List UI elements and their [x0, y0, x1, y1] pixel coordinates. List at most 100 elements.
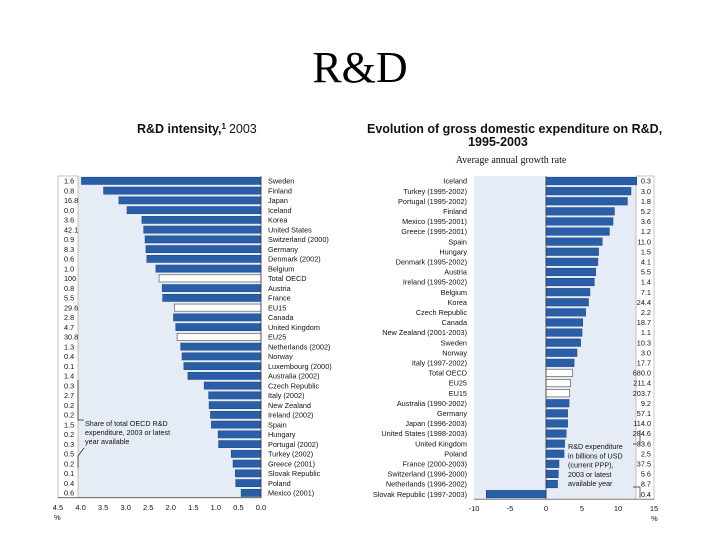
right-gerd-value-9: 5.5	[641, 268, 651, 277]
left-x-unit: %	[54, 513, 61, 522]
right-category-label-9: Austria	[444, 268, 468, 277]
left-x-tick-1: 4.0	[75, 503, 85, 512]
right-bar-3	[545, 207, 615, 216]
left-category-label-18: Norway	[268, 352, 293, 361]
left-share-value-30: 0.1	[64, 469, 74, 478]
right-annotation-line-2: (current PPP),	[568, 461, 614, 470]
left-x-tick-7: 1.0	[211, 503, 221, 512]
right-x-tick-0: -10	[469, 504, 480, 513]
right-category-label-15: New Zealand (2001-2003)	[382, 328, 467, 337]
left-annotation-line-1: expenditure, 2003 or latest	[85, 428, 170, 437]
left-bar-13	[174, 303, 262, 312]
right-gerd-value-23: 57.1	[637, 409, 651, 418]
right-chart-subtitle: Average annual growth rate	[456, 155, 567, 166]
right-gerd-value-14: 18.7	[637, 318, 651, 327]
left-category-label-12: France	[268, 294, 291, 303]
left-share-value-8: 0.6	[64, 255, 74, 264]
right-bar-31	[485, 490, 547, 499]
left-chart: Sweden 1.6 Finland 0.8 Japan 16.8 Iceland 0.0 Ko…	[53, 175, 332, 522]
right-category-label-8: Denmark (1995-2002)	[396, 258, 467, 267]
left-annotation-line-0: Share of total OECD R&D	[85, 419, 168, 428]
left-share-value-11: 0.8	[64, 284, 74, 293]
left-bar-6	[144, 235, 262, 244]
right-category-label-17: Norway	[442, 348, 467, 357]
left-category-label-28: Turkey (2002)	[268, 450, 313, 459]
right-gerd-value-15: 1.1	[641, 328, 651, 337]
left-x-tick-2: 3.5	[98, 503, 108, 512]
right-bar-12	[545, 298, 589, 307]
left-category-label-3: Iceland	[268, 206, 292, 215]
left-category-label-25: Spain	[268, 420, 287, 429]
right-gerd-value-31: 0.4	[641, 490, 651, 499]
left-category-label-20: Australia (2002)	[268, 372, 320, 381]
left-bar-15	[175, 323, 262, 331]
left-share-value-19: 0.1	[64, 362, 74, 371]
left-x-tick-8: 0.5	[233, 503, 243, 512]
left-bar-32	[240, 488, 262, 497]
left-share-value-27: 0.3	[64, 440, 74, 449]
right-bar-18	[545, 358, 575, 367]
left-share-value-5: 42.1	[64, 225, 78, 234]
left-share-value-14: 2.8	[64, 313, 74, 322]
right-gerd-value-19: 680.0	[633, 369, 651, 378]
right-category-label-14: Canada	[441, 318, 468, 327]
left-bar-26	[217, 430, 262, 439]
right-bar-13	[545, 308, 586, 317]
right-gerd-value-25: 284.6	[633, 429, 651, 438]
left-chart-title: R&D intensity,1 2003	[137, 122, 257, 136]
left-bar-7	[145, 245, 262, 254]
left-bar-18	[181, 352, 262, 361]
right-bar-22	[545, 399, 570, 408]
left-share-value-6: 0.9	[64, 235, 74, 244]
right-category-label-28: France (2000-2003)	[403, 460, 468, 469]
left-share-value-25: 1.5	[64, 420, 74, 429]
right-category-label-30: Netherlands (1996-2002)	[386, 480, 467, 489]
left-bar-14	[173, 313, 262, 322]
left-category-label-19: Luxembourg (2000)	[268, 362, 332, 371]
left-bar-19	[183, 362, 262, 370]
right-bar-4	[545, 217, 614, 226]
right-gerd-value-5: 1.2	[641, 227, 651, 236]
left-bar-17	[180, 342, 262, 351]
right-category-label-4: Mexico (1995-2001)	[402, 217, 467, 226]
right-category-label-25: United States (1998-2003)	[381, 429, 467, 438]
right-category-label-16: Sweden	[441, 338, 467, 347]
left-category-label-24: Ireland (2002)	[268, 411, 313, 420]
left-bar-22	[208, 391, 262, 400]
left-share-value-0: 1.6	[64, 177, 74, 186]
left-share-value-17: 1.3	[64, 342, 74, 351]
right-bar-25	[545, 429, 567, 438]
right-category-label-7: Hungary	[439, 247, 467, 256]
right-bar-26	[545, 439, 566, 448]
right-bar-11	[545, 288, 591, 297]
left-annotation-line-2: year available	[85, 437, 129, 446]
left-share-value-26: 0.2	[64, 430, 74, 439]
left-category-label-15: United Kingdom	[268, 323, 320, 332]
right-gerd-value-13: 2.2	[641, 308, 651, 317]
right-bar-23	[545, 409, 568, 418]
right-gerd-value-1: 3.0	[641, 187, 651, 196]
left-bar-20	[187, 371, 262, 380]
right-x-tick-2: 0	[544, 504, 548, 513]
right-category-label-13: Czech Republic	[416, 308, 467, 317]
left-category-label-0: Sweden	[268, 177, 294, 186]
right-gerd-value-7: 1.5	[641, 247, 651, 256]
right-gerd-value-27: 2.5	[641, 449, 651, 458]
right-bar-17	[545, 348, 578, 357]
left-bar-23	[208, 401, 262, 409]
left-share-value-7: 8.3	[64, 245, 74, 254]
left-bar-9	[155, 264, 262, 273]
right-gerd-value-2: 1.8	[641, 197, 651, 206]
left-category-label-31: Poland	[268, 479, 291, 488]
right-category-label-10: Ireland (1995-2002)	[403, 278, 467, 287]
left-category-label-14: Canada	[268, 313, 295, 322]
left-category-label-8: Denmark (2002)	[268, 255, 321, 264]
left-x-tick-9: 0.0	[256, 503, 266, 512]
left-x-tick-0: 4.5	[53, 503, 63, 512]
left-bar-31	[235, 479, 262, 487]
left-category-label-5: United States	[268, 225, 312, 234]
right-category-label-6: Spain	[448, 237, 467, 246]
left-share-value-15: 4.7	[64, 323, 74, 332]
left-bar-3	[126, 206, 262, 215]
right-bar-1	[545, 187, 632, 196]
